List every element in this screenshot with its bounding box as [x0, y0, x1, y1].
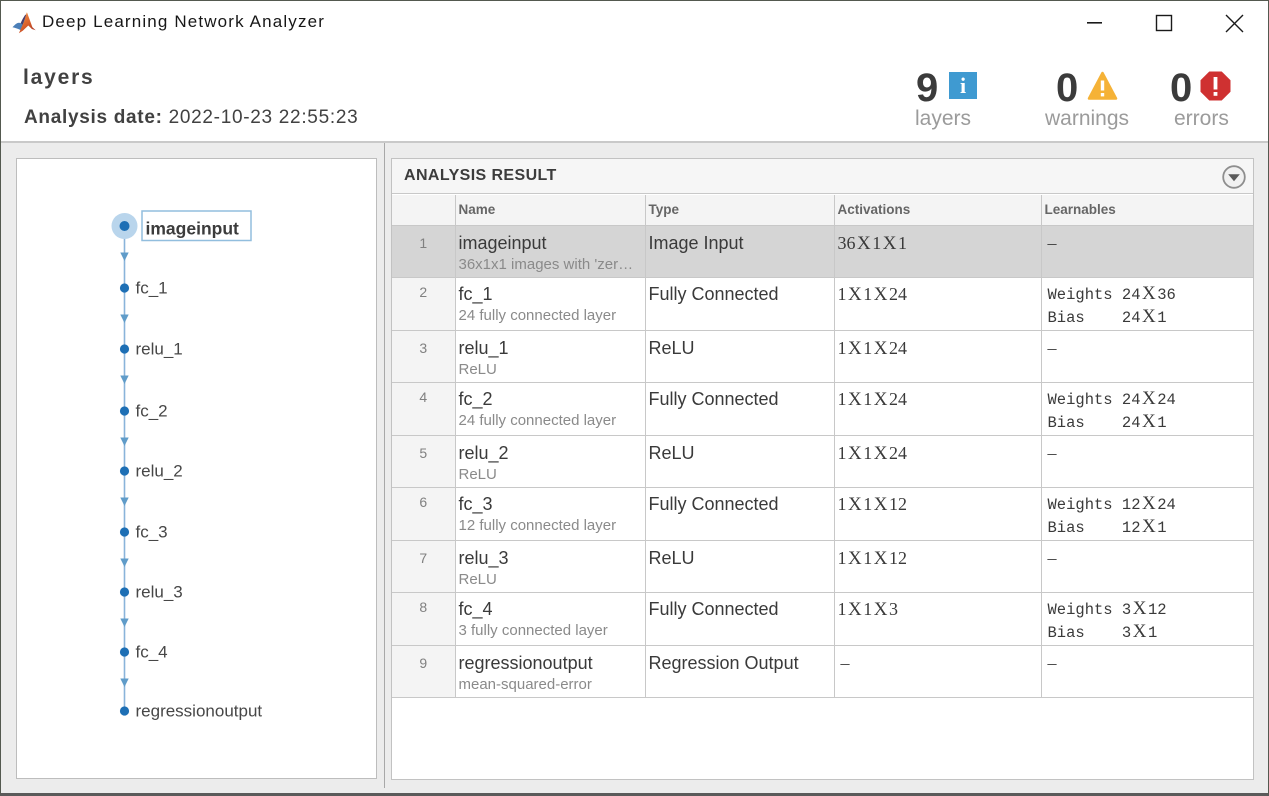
svg-text:imageinput: imageinput	[146, 219, 240, 239]
svg-text:fc_2: fc_2	[136, 402, 168, 421]
svg-text:relu_3: relu_3	[136, 583, 183, 602]
svg-text:fc_4: fc_4	[136, 643, 168, 662]
svg-text:relu_2: relu_2	[136, 462, 183, 481]
svg-text:fc_3: fc_3	[136, 523, 168, 542]
svg-text:relu_1: relu_1	[136, 340, 183, 359]
svg-text:regressionoutput: regressionoutput	[136, 702, 263, 721]
svg-text:fc_1: fc_1	[136, 279, 168, 298]
